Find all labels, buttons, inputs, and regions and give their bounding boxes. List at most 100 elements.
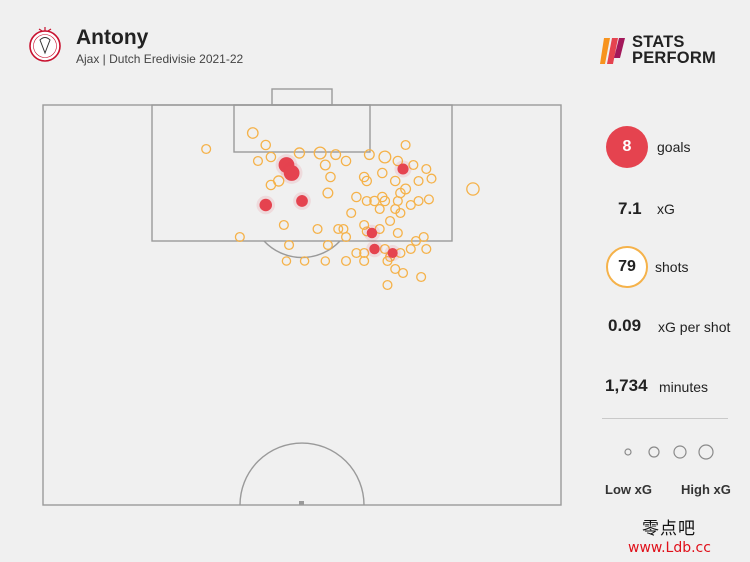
shot-marker (400, 139, 411, 151)
shot-marker (252, 155, 264, 167)
pitch-outline (42, 104, 562, 506)
shot-marker (346, 207, 357, 219)
centre-spot (299, 501, 304, 505)
shot-marker (319, 159, 331, 171)
xg-label: xG (657, 201, 675, 217)
shot-marker (466, 182, 480, 196)
shot-marker (374, 203, 385, 215)
shot-marker (313, 146, 327, 160)
page-title: Antony (76, 26, 149, 49)
goals-badge: 8 (606, 126, 648, 168)
watermark-url: www.Ldb.cc (628, 540, 711, 556)
legend-low-label: Low xG (605, 482, 652, 497)
shot-marker (363, 149, 375, 161)
shot-marker (382, 255, 393, 267)
stats-perform-mark-icon (600, 38, 625, 64)
legend-circle-4 (698, 444, 714, 460)
legend-circle-1 (624, 448, 632, 456)
shot-marker (340, 155, 352, 167)
brand-text: STATS PERFORM (632, 33, 716, 67)
shots-label: shots (655, 259, 689, 275)
shot-marker (379, 195, 391, 207)
shot-marker (408, 159, 419, 171)
xg-per-shot-value: 0.09 (608, 316, 642, 335)
shot-marker (426, 173, 437, 184)
legend-high-label: High xG (681, 482, 731, 497)
goal-marker (296, 195, 308, 207)
brand-line-2: PERFORM (632, 49, 716, 67)
goal-marker (369, 243, 380, 255)
goals-layer (256, 154, 412, 262)
shot-marker (351, 247, 362, 259)
shot-marker (379, 243, 390, 255)
shot-marker (390, 263, 401, 275)
shot-marker (389, 175, 401, 187)
xg-value: 7.1 (618, 199, 642, 218)
shot-marker (416, 271, 427, 283)
goal-marker (366, 227, 378, 239)
shot-marker (283, 239, 295, 251)
shot-marker (330, 149, 342, 161)
shot-marker (201, 143, 212, 155)
divider (602, 418, 728, 419)
goal-marker (283, 165, 300, 181)
shot-marker (234, 231, 245, 243)
subtitle: Ajax | Dutch Eredivisie 2021-22 (76, 52, 244, 66)
shot-marker (410, 235, 422, 247)
shot-marker (265, 179, 277, 191)
shot-marker (340, 231, 352, 243)
pitch-lines (42, 88, 562, 506)
shots-badge: 79 (606, 246, 648, 288)
shot-marker (322, 187, 334, 199)
ajax-crest-icon (29, 27, 61, 62)
shot-marker (421, 243, 432, 255)
shot-marker (397, 267, 409, 279)
shot-marker (392, 227, 403, 239)
shot-marker (361, 195, 372, 207)
shot-marker (405, 199, 416, 211)
shot-marker (377, 167, 388, 179)
shot-marker (265, 151, 277, 163)
shot-marker (413, 195, 424, 207)
shot-marker (333, 223, 344, 235)
legend-circle-3 (673, 445, 687, 459)
minutes-label: minutes (659, 379, 709, 395)
shot-marker (405, 243, 416, 255)
shot-marker (378, 150, 392, 164)
goal-marker (387, 247, 398, 259)
xg-size-legend (624, 444, 714, 460)
shot-marker (278, 219, 289, 231)
goals-label: goals (657, 139, 691, 155)
shot-marker (423, 194, 434, 205)
shot-marker (418, 231, 429, 243)
legend-circle-2 (648, 446, 660, 458)
goal-marker (397, 163, 409, 175)
shot-marker (325, 171, 336, 183)
brand-line-1: STATS (632, 33, 685, 51)
shot-marker (392, 155, 404, 167)
watermark-cn: 零点吧 (642, 519, 696, 539)
shot-marker (374, 223, 385, 235)
shot-marker (320, 256, 331, 266)
shot-marker (361, 175, 373, 187)
shot-marker (281, 256, 292, 266)
shot-marker (293, 147, 306, 159)
shot-marker (351, 191, 362, 203)
shot-marker (299, 256, 310, 266)
shot-marker (385, 215, 396, 227)
shot-marker (322, 239, 333, 251)
centre-circle (239, 442, 365, 506)
shot-marker (413, 175, 424, 187)
minutes-value: 1,734 (605, 376, 648, 395)
shot-marker (246, 127, 259, 139)
shot-marker (359, 255, 370, 267)
shot-marker (382, 279, 393, 291)
goal-marker (259, 198, 273, 212)
shot-marker (421, 163, 432, 175)
shot-marker (340, 255, 352, 267)
xg-per-shot-label: xG per shot (658, 319, 731, 335)
shot-marker (395, 207, 406, 219)
shots-layer (201, 127, 480, 291)
shot-marker (312, 223, 323, 235)
